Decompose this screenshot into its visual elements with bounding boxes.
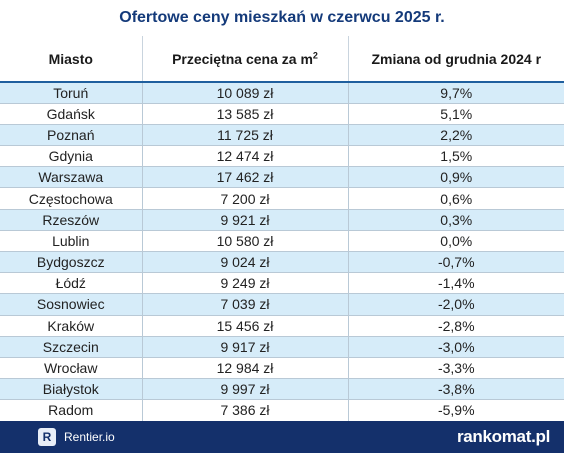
cell-change: -3,3% <box>347 357 564 380</box>
cell-city: Gdynia <box>0 145 142 168</box>
rankomat-brand-name: rankomat.pl <box>456 427 550 446</box>
table-row: Łódź 9 249 zł -1,4% <box>0 272 564 295</box>
cell-city: Wrocław <box>0 357 142 380</box>
cell-city: Rzeszów <box>0 209 142 231</box>
cell-price: 15 456 zł <box>141 315 348 337</box>
cell-city: Częstochowa <box>0 187 142 210</box>
header-price-superscript: 2 <box>312 49 318 60</box>
table-row: Bydgoszcz 9 024 zł -0,7% <box>0 251 564 274</box>
rentier-logo-icon: R <box>38 428 56 446</box>
cell-price: 7 386 zł <box>141 399 348 422</box>
cell-city: Gdańsk <box>0 103 142 125</box>
cell-change: -2,0% <box>347 293 564 316</box>
table-row: Toruń 10 089 zł 9,7% <box>0 82 564 104</box>
cell-price: 12 474 zł <box>141 145 348 168</box>
table-row: Rzeszów 9 921 zł 0,3% <box>0 209 564 231</box>
table-row: Lublin 10 580 zł 0,0% <box>0 230 564 253</box>
cell-price: 12 984 zł <box>141 357 348 380</box>
cell-price: 10 089 zł <box>141 82 348 104</box>
header-price-label: Przeciętna cena za m <box>172 50 313 67</box>
cell-change: -0,7% <box>347 251 564 274</box>
cell-change: 0,0% <box>347 230 564 253</box>
cell-city: Radom <box>0 399 142 422</box>
rentier-brand-name: Rentier.io <box>64 430 115 444</box>
cell-change: -3,8% <box>347 378 564 401</box>
cell-city: Sosnowiec <box>0 293 142 316</box>
table-row: Warszawa 17 462 zł 0,9% <box>0 166 564 189</box>
table-row: Sosnowiec 7 039 zł -2,0% <box>0 293 564 316</box>
table-row: Białystok 9 997 zł -3,8% <box>0 378 564 401</box>
cell-change: 2,2% <box>347 124 564 147</box>
cell-price: 13 585 zł <box>141 103 348 125</box>
table-row: Radom 7 386 zł -5,9% <box>0 399 564 422</box>
cell-city: Łódź <box>0 272 142 295</box>
table-body: Toruń 10 089 zł 9,7% Gdańsk 13 585 zł 5,1% Poz… <box>0 82 564 443</box>
cell-price: 9 917 zł <box>141 336 348 358</box>
table-row: Wrocław 12 984 zł -3,3% <box>0 357 564 380</box>
cell-change: -5,9% <box>347 399 564 422</box>
page-title: Ofertowe ceny mieszkań w czerwcu 2025 r. <box>119 9 445 26</box>
table-row: Szczecin 9 917 zł -3,0% <box>0 336 564 358</box>
table-row: Poznań 11 725 zł 2,2% <box>0 124 564 147</box>
price-table: Miasto Przeciętna cena za m2 Zmiana od g… <box>0 36 564 443</box>
rentier-brand: R Rentier.io <box>38 428 115 446</box>
table-header: Miasto Przeciętna cena za m2 Zmiana od g… <box>0 36 564 83</box>
header-city: Miasto <box>0 36 142 83</box>
cell-city: Szczecin <box>0 336 142 358</box>
cell-change: -1,4% <box>347 272 564 295</box>
cell-change: -2,8% <box>347 315 564 337</box>
header-change: Zmiana od grudnia 2024 r <box>347 36 564 83</box>
table-row: Kraków 15 456 zł -2,8% <box>0 315 564 337</box>
cell-change: 0,3% <box>347 209 564 231</box>
cell-price: 11 725 zł <box>141 124 348 147</box>
cell-change: 5,1% <box>347 103 564 125</box>
cell-change: 9,7% <box>347 82 564 104</box>
price-table-container: Miasto Przeciętna cena za m2 Zmiana od g… <box>0 36 564 443</box>
cell-price: 9 249 zł <box>141 272 348 295</box>
cell-city: Lublin <box>0 230 142 253</box>
cell-city: Poznań <box>0 124 142 147</box>
cell-change: -3,0% <box>347 336 564 358</box>
cell-city: Warszawa <box>0 166 142 189</box>
cell-price: 17 462 zł <box>141 166 348 189</box>
cell-price: 9 024 zł <box>141 251 348 274</box>
table-row: Gdańsk 13 585 zł 5,1% <box>0 103 564 125</box>
header-price: Przeciętna cena za m2 <box>141 36 348 83</box>
cell-price: 7 039 zł <box>141 293 348 316</box>
cell-city: Bydgoszcz <box>0 251 142 274</box>
table-row: Częstochowa 7 200 zł 0,6% <box>0 187 564 210</box>
table-row: Gdynia 12 474 zł 1,5% <box>0 145 564 168</box>
cell-city: Kraków <box>0 315 142 337</box>
cell-city: Toruń <box>0 82 142 104</box>
footer-bar: R Rentier.io rankomat.pl <box>0 421 564 453</box>
cell-change: 0,6% <box>347 187 564 210</box>
cell-price: 10 580 zł <box>141 230 348 253</box>
cell-change: 1,5% <box>347 145 564 168</box>
cell-price: 9 921 zł <box>141 209 348 231</box>
cell-change: 0,9% <box>347 166 564 189</box>
cell-price: 7 200 zł <box>141 187 348 210</box>
cell-price: 9 997 zł <box>141 378 348 401</box>
cell-city: Białystok <box>0 378 142 401</box>
